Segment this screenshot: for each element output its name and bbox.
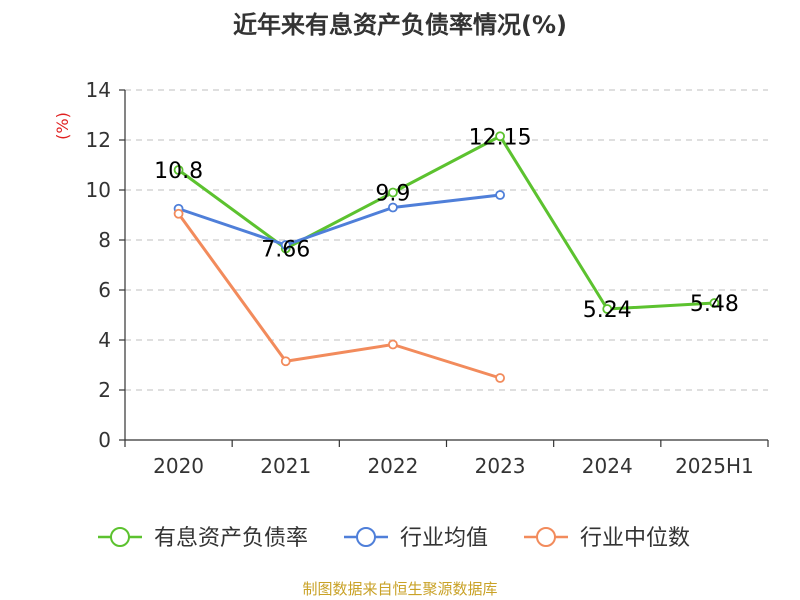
axes: 0 2 4 6 8 10 12 14 2020 2021 2022 2023 2024 2025H1 — [86, 78, 769, 478]
x-tick-label: 2024 — [582, 454, 633, 478]
data-point — [495, 373, 505, 383]
data-point — [388, 187, 398, 198]
legend-marker — [356, 527, 376, 547]
legend-label: 有息资产负债率 — [154, 526, 308, 551]
y-tick-label: 14 — [86, 78, 111, 102]
data-label: 9.9 — [375, 182, 410, 207]
legend-label: 行业中位数 — [580, 526, 690, 551]
grid-lines — [125, 89, 768, 391]
y-tick-label: 10 — [86, 178, 111, 202]
y-tick-label: 4 — [98, 328, 111, 352]
data-point — [495, 131, 505, 142]
x-tick-label: 2022 — [367, 454, 418, 478]
series-line-1 — [177, 134, 715, 311]
y-tick-label: 0 — [98, 428, 111, 452]
x-tick-label: 2025H1 — [675, 454, 754, 478]
legend: 有息资产负债率 行业均值 行业中位数 — [98, 526, 690, 551]
data-labels: 10.8 7.66 9.9 12.15 5.24 5.48 — [154, 125, 739, 323]
legend-marker — [110, 527, 130, 547]
series-line-2 — [178, 193, 501, 247]
series-lines — [173, 131, 720, 383]
y-tick-label: 8 — [98, 228, 111, 252]
data-point — [280, 356, 291, 367]
chart-title: 近年来有息资产负债率情况(%) — [233, 11, 567, 39]
source-note: 制图数据来自恒生聚源数据库 — [302, 580, 497, 598]
legend-marker — [536, 527, 556, 547]
y-axis-label: (%) — [53, 112, 72, 140]
data-point — [495, 190, 505, 200]
data-point — [602, 304, 613, 314]
data-label: 10.8 — [154, 159, 203, 184]
y-tick-label: 6 — [98, 278, 111, 302]
data-label: 7.66 — [261, 238, 310, 263]
x-tick-label: 2023 — [475, 454, 526, 478]
legend-label: 行业均值 — [400, 526, 488, 551]
data-point — [388, 202, 398, 213]
y-tick-label: 12 — [86, 128, 111, 152]
data-point — [173, 165, 184, 175]
data-point — [173, 208, 184, 219]
y-tick-label: 2 — [98, 378, 111, 402]
x-tick-label: 2021 — [260, 454, 311, 478]
data-label: 5.48 — [690, 292, 739, 317]
series-line-3 — [177, 212, 501, 380]
x-tick-label: 2020 — [153, 454, 204, 478]
data-point — [280, 240, 291, 250]
data-label: 5.24 — [583, 298, 632, 323]
data-point — [709, 298, 720, 308]
data-point — [388, 339, 398, 350]
data-label: 12.15 — [469, 125, 532, 150]
